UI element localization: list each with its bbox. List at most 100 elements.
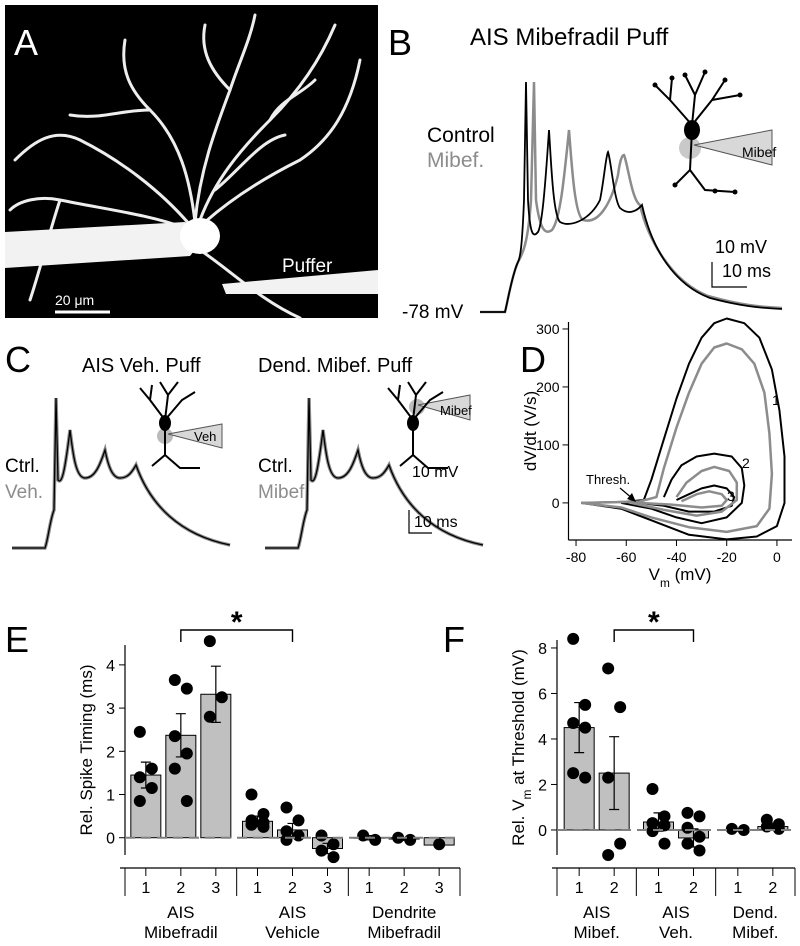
y-tick-label: 2 [538, 777, 547, 794]
group-label: Mibef. [574, 923, 620, 942]
error-bar [175, 713, 186, 758]
legend-ctrl: Ctrl. [5, 456, 40, 477]
legend-veh: Veh. [5, 482, 43, 503]
pipette-label: Veh [194, 429, 216, 444]
y-tick-label: 2 [106, 744, 115, 761]
x-axis-label-part: m [660, 576, 670, 590]
data-point [693, 844, 706, 857]
error-bar [210, 665, 221, 723]
significance-label: * [648, 606, 660, 639]
y-tick-label: 0 [552, 495, 560, 511]
traces-left [12, 397, 231, 550]
data-point [327, 851, 340, 864]
scale-t: 10 ms [722, 261, 771, 281]
threshold-arrowhead [627, 493, 636, 502]
group-label: Dend. [733, 903, 778, 922]
group-label: Mibefradil [367, 923, 441, 942]
data-point [693, 810, 706, 823]
x-tick-label: 0 [773, 549, 781, 565]
category-label: 2 [400, 880, 409, 897]
data-point [168, 674, 181, 686]
error-bar [653, 812, 664, 832]
group-label: AIS [167, 903, 194, 922]
group-label: Veh. [659, 923, 693, 942]
y-axis-label-part: Rel. V [509, 799, 528, 846]
data-point [280, 833, 293, 846]
data-point [681, 806, 694, 819]
panel-letter: B [388, 22, 412, 63]
pipette [5, 222, 205, 268]
y-tick-label: 0 [538, 823, 547, 840]
panel-letter: C [5, 339, 31, 380]
data-point [681, 821, 694, 834]
puffer-label: Puffer [282, 256, 333, 277]
category-label: 3 [211, 880, 220, 897]
y-axis-label: Rel. Vm at Threshold (mV) [509, 649, 534, 846]
data-point [646, 783, 659, 796]
y-axis-label-part: at Threshold (mV) [509, 649, 528, 789]
y-axis-label-part: m [520, 790, 534, 800]
y-tick-label: 100 [536, 437, 560, 453]
loop-label: 1 [772, 392, 780, 408]
y-tick-label: 300 [536, 321, 560, 337]
legend-control: Control [427, 124, 495, 147]
soma [180, 218, 220, 254]
data-point [579, 771, 592, 784]
panel-title: AIS Veh. Puff [82, 355, 201, 377]
category-label: 1 [575, 880, 584, 897]
category-label: 2 [610, 880, 619, 897]
panel-letter: D [520, 339, 546, 380]
y-tick-label: 0 [106, 831, 115, 848]
loop-label: 3 [727, 488, 735, 504]
baseline-label: -78 mV [402, 302, 464, 323]
error-bar [434, 844, 445, 847]
data-point [579, 721, 592, 734]
error-bar [609, 736, 620, 811]
category-label: 1 [733, 880, 742, 897]
y-axis-label: dV/dt (V/s) [521, 391, 540, 471]
phase-loop [580, 317, 786, 541]
error-bar [252, 815, 263, 828]
category-label: 3 [323, 880, 332, 897]
x-tick-label: -20 [717, 549, 737, 565]
group-label: AIS [583, 903, 610, 922]
data-point [180, 794, 193, 807]
data-point [245, 788, 258, 801]
scale-v: 10 mV [715, 237, 767, 257]
group-label: Vehicle [265, 923, 320, 942]
scale-label: 20 μm [55, 292, 94, 308]
x-axis-label: Vm (mV) [649, 565, 712, 590]
data-point [567, 717, 580, 730]
error-bar [688, 828, 699, 848]
panel-b: B AIS Mibefradil Puff Control Mibef. Mib… [388, 22, 783, 323]
data-point [133, 725, 146, 738]
scale-bar [408, 510, 432, 534]
x-tick-label: -80 [566, 549, 586, 565]
x-axis-label-part: V [649, 565, 661, 584]
data-point [133, 771, 146, 784]
panel-c: C AIS Veh. Puff Dend. Mibef. Puff Ctrl. … [5, 339, 484, 550]
x-tick-label: -60 [616, 549, 636, 565]
panel-letter: A [14, 22, 38, 63]
data-point [203, 710, 216, 723]
data-point [579, 698, 592, 711]
data-point [280, 801, 293, 814]
data-point [327, 838, 340, 851]
category-label: 3 [435, 880, 444, 897]
scale-t: 10 ms [414, 514, 458, 531]
group-label: Dendrite [372, 903, 436, 922]
data-point [133, 794, 146, 807]
data-point [280, 825, 293, 838]
scale-bar [711, 262, 747, 288]
legend-ctrl: Ctrl. [258, 456, 293, 477]
panel-letter: F [443, 619, 465, 660]
category-label: 2 [768, 880, 777, 897]
error-bar [287, 822, 298, 838]
data-point [315, 844, 328, 857]
phase-loop [580, 342, 774, 534]
y-tick-label: 4 [538, 732, 547, 749]
y-tick-label: 4 [106, 658, 115, 675]
error-bar [574, 701, 585, 754]
data-point [602, 771, 615, 784]
